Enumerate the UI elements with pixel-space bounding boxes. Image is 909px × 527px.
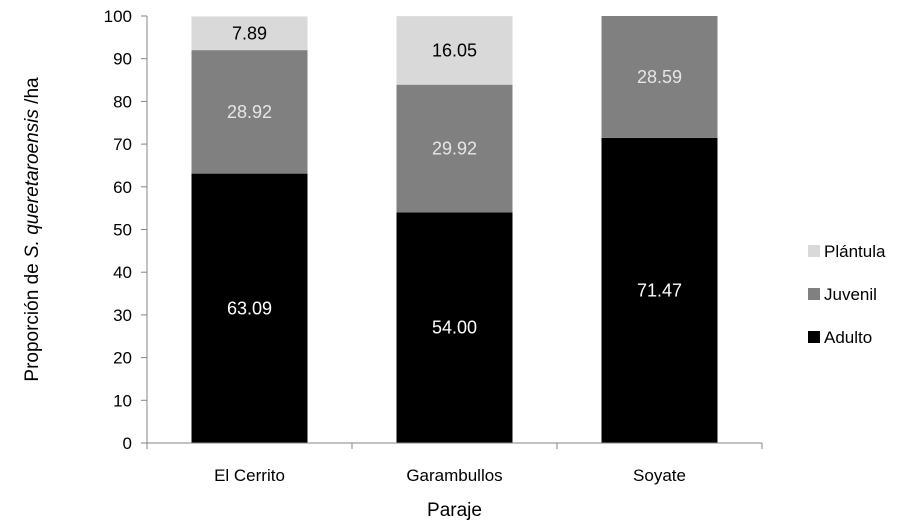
bar-segment-pl-ntula: [191, 16, 308, 51]
data-label: 54.00: [432, 318, 477, 338]
y-axis-title: Proporción de S. queretaroensis /ha: [22, 77, 43, 382]
legend-label: Juvenil: [824, 285, 877, 304]
data-label: 29.92: [432, 139, 477, 159]
data-label: 16.05: [432, 40, 477, 60]
y-tick-label: 90: [113, 50, 132, 69]
bars: 63.09 28.92 7.89 54.00 29.92 16.05 71.47 28.59: [191, 16, 718, 443]
x-category-label: El Cerrito: [214, 466, 285, 485]
legend-label: Plántula: [824, 242, 886, 261]
x-category-label: Soyate: [633, 466, 686, 485]
y-tick-label: 100: [104, 7, 132, 26]
y-tick-label: 50: [113, 221, 132, 240]
x-category-label: Garambullos: [406, 466, 502, 485]
x-axis-title: Paraje: [427, 500, 482, 521]
y-tick-label: 40: [113, 263, 132, 282]
y-tick-label: 30: [113, 306, 132, 325]
data-label: 71.47: [637, 280, 682, 300]
bar-segment-adulto: [396, 212, 513, 443]
y-tick-label: 0: [123, 434, 132, 453]
bar-segment-adulto: [601, 137, 718, 443]
bar-segment-pl-ntula: [396, 16, 513, 85]
y-tick-label: 60: [113, 178, 132, 197]
legend-swatch-pl-ntula: [808, 245, 820, 257]
y-axis-ticks: 0 10 20 30 40 50 60 70 80 90 100: [104, 7, 147, 453]
data-label: 63.09: [227, 298, 272, 318]
y-axis-title-species: S. queretaroensis: [22, 109, 43, 258]
bar-segment-juvenil: [191, 50, 308, 174]
legend: Plántula Juvenil Adulto: [808, 242, 886, 347]
y-tick-label: 20: [113, 349, 132, 368]
y-axis-title-prefix: Proporción de: [22, 258, 43, 382]
legend-swatch-adulto: [808, 331, 820, 343]
bar-segment-adulto: [191, 173, 308, 443]
legend-swatch-juvenil: [808, 288, 820, 300]
legend-label: Adulto: [824, 328, 872, 347]
y-tick-label: 80: [113, 92, 132, 111]
y-axis-title-suffix: /ha: [22, 77, 43, 109]
y-tick-label: 10: [113, 391, 132, 410]
y-tick-label: 70: [113, 135, 132, 154]
x-axis-ticks: El Cerrito Garambullos Soyate: [146, 443, 763, 485]
bar-segment-juvenil: [601, 16, 718, 138]
data-label: 28.59: [637, 67, 682, 87]
data-label: 28.92: [227, 102, 272, 122]
data-label: 7.89: [232, 23, 267, 43]
bar-segment-juvenil: [396, 84, 513, 213]
